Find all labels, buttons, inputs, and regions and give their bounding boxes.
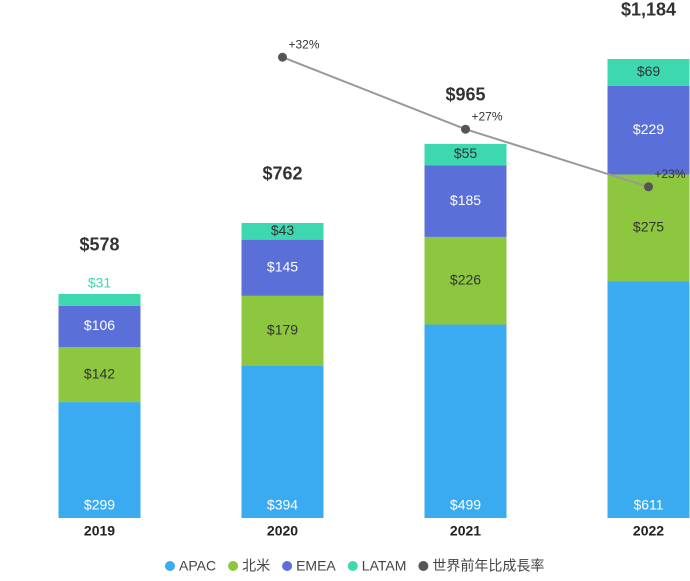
bar-segment bbox=[607, 174, 690, 282]
legend-label: EMEA bbox=[296, 558, 336, 574]
x-tick-label: 2020 bbox=[267, 523, 298, 539]
total-label: $965 bbox=[445, 85, 485, 105]
value-label: $43 bbox=[271, 222, 295, 238]
value-label: $145 bbox=[267, 258, 298, 274]
legend-label: 北米 bbox=[242, 558, 270, 574]
bar-segment bbox=[424, 143, 507, 166]
value-label: $185 bbox=[450, 192, 481, 208]
legend-swatch bbox=[228, 561, 239, 571]
value-label: $394 bbox=[267, 497, 298, 513]
total-label: $762 bbox=[262, 163, 302, 183]
bar-segment bbox=[424, 165, 507, 237]
value-label: $275 bbox=[633, 219, 664, 235]
bar-segment bbox=[424, 236, 507, 325]
growth-point bbox=[644, 182, 653, 192]
value-label: $299 bbox=[84, 497, 115, 513]
legend-label: APAC bbox=[179, 558, 216, 574]
legend-swatch bbox=[347, 561, 358, 571]
value-label: $179 bbox=[267, 321, 298, 337]
growth-point bbox=[461, 124, 470, 134]
legend-swatch bbox=[165, 561, 175, 571]
value-label: $31 bbox=[88, 275, 112, 291]
x-tick-label: 2019 bbox=[84, 523, 115, 539]
value-label: $611 bbox=[633, 497, 663, 513]
bar-segment bbox=[424, 324, 507, 518]
growth-label: +27% bbox=[472, 109, 503, 123]
bar-segment bbox=[58, 293, 141, 306]
legend-swatch bbox=[418, 561, 429, 571]
bar-segment bbox=[241, 365, 324, 518]
value-label: $142 bbox=[84, 365, 115, 381]
value-label: $226 bbox=[450, 271, 481, 287]
bar-segment bbox=[607, 281, 690, 518]
growth-label: +23% bbox=[655, 167, 686, 181]
bar-segment bbox=[58, 402, 141, 518]
bar-segment bbox=[241, 222, 324, 240]
x-tick-label: 2022 bbox=[633, 523, 664, 539]
bar-segment bbox=[58, 347, 141, 403]
legend-label: 世界前年比成長率 bbox=[432, 558, 544, 574]
total-label: $578 bbox=[79, 235, 119, 255]
bar-segment bbox=[607, 58, 690, 86]
legend-label: LATAM bbox=[362, 558, 407, 574]
growth-point bbox=[278, 52, 287, 62]
total-label: $1,184 bbox=[621, 0, 676, 20]
bar-segment bbox=[58, 305, 141, 348]
bar-segment bbox=[607, 85, 690, 175]
legend-swatch bbox=[282, 561, 293, 571]
bar-segment bbox=[241, 295, 324, 366]
growth-label: +32% bbox=[289, 37, 320, 51]
bar-segment bbox=[241, 239, 324, 296]
value-label: $229 bbox=[633, 121, 664, 137]
x-tick-label: 2021 bbox=[450, 523, 481, 539]
value-label: $106 bbox=[84, 317, 115, 333]
value-label: $499 bbox=[450, 497, 481, 513]
value-label: $69 bbox=[637, 63, 661, 79]
value-label: $55 bbox=[454, 145, 478, 161]
